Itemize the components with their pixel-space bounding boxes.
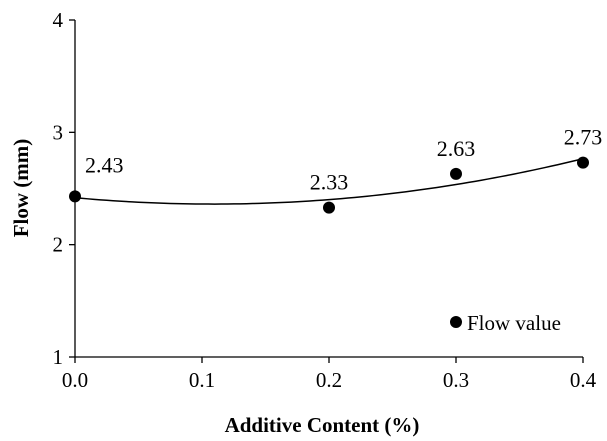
x-tick-label: 0.0 [62, 368, 88, 392]
x-ticks: 0.0 0.1 0.2 0.3 0.4 [62, 357, 597, 392]
legend-label: Flow value [467, 311, 561, 335]
trendline [74, 157, 584, 205]
data-label: 2.63 [437, 136, 476, 161]
x-tick-label: 0.4 [570, 368, 597, 392]
y-tick-label: 3 [53, 120, 64, 144]
y-tick-label: 4 [53, 8, 64, 32]
y-axis-title: Flow (mm) [9, 139, 33, 238]
x-tick-label: 0.2 [316, 368, 342, 392]
x-tick-label: 0.1 [189, 368, 215, 392]
data-label: 2.33 [310, 170, 349, 195]
y-tick-label: 1 [53, 345, 64, 369]
y-tick-label: 2 [53, 233, 64, 257]
data-label: 2.73 [564, 125, 603, 150]
x-tick-label: 0.3 [443, 368, 469, 392]
data-point [323, 201, 335, 214]
data-point [577, 156, 589, 169]
x-axis-title: Additive Content (%) [225, 413, 420, 437]
data-labels: 2.43 2.33 2.63 2.73 [85, 125, 602, 195]
legend: Flow value [450, 311, 561, 335]
data-point [450, 167, 462, 180]
data-point [69, 190, 81, 203]
data-points [69, 156, 589, 214]
y-ticks: 1 2 3 4 [53, 8, 75, 369]
legend-marker [450, 316, 462, 328]
data-label: 2.43 [85, 152, 124, 177]
